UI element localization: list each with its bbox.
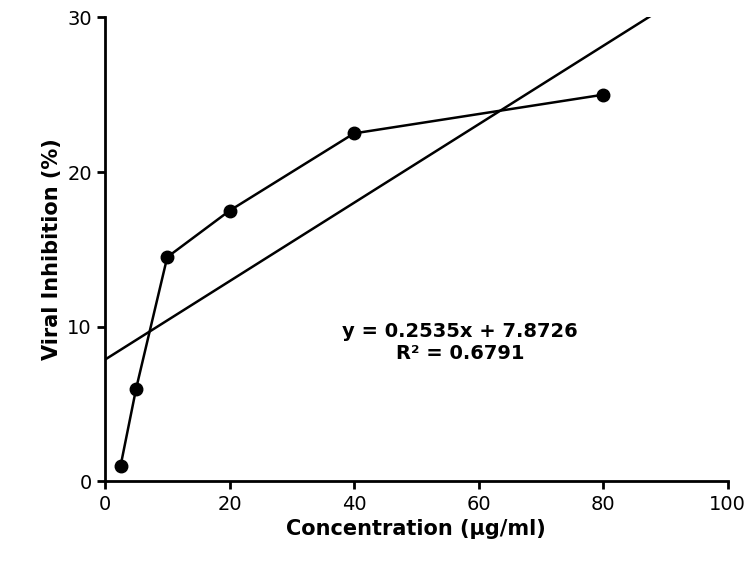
Text: y = 0.2535x + 7.8726
R² = 0.6791: y = 0.2535x + 7.8726 R² = 0.6791 — [342, 322, 578, 362]
X-axis label: Concentration (μg/ml): Concentration (μg/ml) — [286, 519, 546, 539]
Y-axis label: Viral Inhibition (%): Viral Inhibition (%) — [42, 139, 62, 360]
